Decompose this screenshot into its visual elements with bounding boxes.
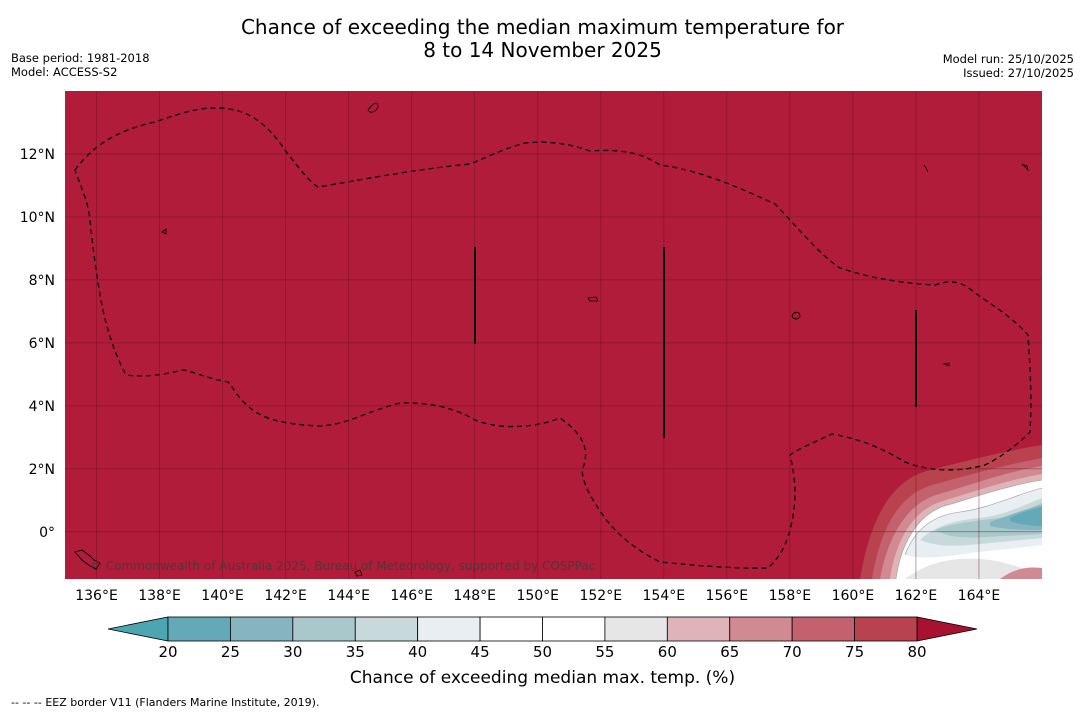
lat-tick-label: 10°N (20, 210, 55, 226)
colorbar-segment (854, 616, 918, 642)
colorbar-tick-label: 45 (470, 643, 490, 661)
contour-55-lower (905, 558, 1042, 579)
colorbar-segment (666, 616, 731, 642)
eez-legend-text: EEZ border V11 (Flanders Marine Institut… (45, 696, 320, 709)
island-outline (791, 311, 801, 320)
colorbar-segment (479, 616, 543, 642)
eez-legend-symbol: -- -- -- (11, 696, 42, 709)
colorbar-segment (230, 616, 294, 642)
colorbar-over-arrow (916, 616, 978, 642)
colorbar-segment (417, 616, 481, 642)
eez-legend: -- -- -- EEZ border V11 (Flanders Marine… (11, 696, 319, 709)
colorbar-tick-label: 40 (408, 643, 428, 661)
island-outline (354, 569, 363, 577)
colorbar-segment (729, 616, 793, 642)
colorbar-tick-label: 35 (345, 643, 365, 661)
map-copyright: © Commonwealth of Australia 2025, Bureau… (90, 559, 595, 573)
model-name: Model: ACCESS-S2 (11, 65, 118, 79)
colorbar-tick-label: 55 (595, 643, 615, 661)
lon-tick-label: 156°E (706, 588, 749, 604)
title-line-2: 8 to 14 November 2025 (423, 38, 662, 62)
colorbar-segment (354, 616, 419, 642)
lat-tick-label: 4°N (29, 399, 55, 415)
colorbar-title: Chance of exceeding median max. temp. (%… (349, 668, 736, 688)
colorbar-tick-label: 20 (158, 643, 178, 661)
colorbar-tick-label: 65 (720, 643, 740, 661)
latitude-labels: 12°N 10°N 8°N 6°N 4°N 2°N 0° (20, 147, 55, 541)
model-run: Model run: 25/10/2025 (942, 52, 1074, 66)
title-line-1: Chance of exceeding the median maximum t… (240, 15, 845, 39)
lon-tick-label: 136°E (75, 588, 118, 604)
colorbar-tick-label: 30 (283, 643, 303, 661)
lat-tick-label: 8°N (29, 273, 55, 289)
base-period: Base period: 1981-2018 (11, 51, 150, 65)
lon-tick-label: 146°E (390, 588, 433, 604)
colorbar-segment (604, 616, 668, 642)
lon-tick-label: 152°E (579, 588, 622, 604)
lat-tick-label: 12°N (20, 147, 55, 163)
lon-tick-label: 154°E (643, 588, 686, 604)
anomaly-contours (860, 445, 1042, 579)
colorbar-tick-label: 25 (220, 643, 240, 661)
island-marker-154 (663, 247, 665, 438)
island-marker-162 (915, 310, 917, 407)
colorbar-segment (542, 616, 606, 642)
island-outline (161, 228, 167, 235)
lon-tick-label: 144°E (327, 588, 370, 604)
island-marker-148 (474, 247, 476, 344)
lat-tick-label: 2°N (29, 462, 55, 478)
lat-tick-label: 6°N (29, 336, 55, 352)
colorbar-tick-label: 70 (782, 643, 802, 661)
island-outline (923, 164, 929, 173)
eez-border (74, 102, 1032, 577)
colorbar-segment (292, 616, 356, 642)
colorbar-tick-label: 75 (845, 643, 865, 661)
contour-65-lower (1000, 567, 1042, 579)
island-outline (1021, 163, 1029, 172)
lon-tick-label: 160°E (832, 588, 875, 604)
eez-border-line (74, 107, 1032, 569)
lon-tick-label: 158°E (769, 588, 812, 604)
contour-outline-2 (904, 487, 1042, 556)
lon-tick-label: 142°E (264, 588, 307, 604)
lon-tick-label: 138°E (138, 588, 181, 604)
colorbar-tick-label: 50 (532, 643, 553, 661)
lon-tick-label: 162°E (895, 588, 938, 604)
lon-tick-label: 140°E (201, 588, 244, 604)
issued-date: Issued: 27/10/2025 (963, 66, 1074, 80)
colorbar-under-arrow (107, 616, 169, 642)
contour-25 (1010, 507, 1042, 526)
colorbar-tick-label: 80 (907, 643, 927, 661)
island-outline (942, 362, 950, 367)
island-outline (74, 549, 101, 570)
lat-tick-label: 0° (39, 525, 55, 541)
colorbar-segment (791, 616, 855, 642)
contour-outline (895, 479, 1042, 579)
graticule (65, 91, 1042, 579)
lon-tick-label: 150°E (516, 588, 559, 604)
colorbar (107, 616, 978, 642)
island-outline (587, 296, 599, 302)
lon-tick-label: 148°E (453, 588, 496, 604)
island-outline (367, 102, 379, 113)
colorbar-tick-label: 60 (657, 643, 677, 661)
colorbar-segment (167, 616, 231, 642)
longitude-labels: 136°E 138°E 140°E 142°E 144°E 146°E 148°E 150°E… (75, 588, 1000, 604)
map-background (65, 91, 1042, 579)
lon-tick-label: 164°E (958, 588, 1001, 604)
